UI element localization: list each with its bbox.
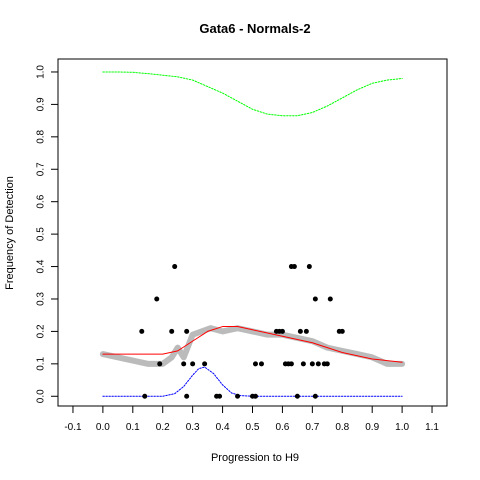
data-point <box>297 328 303 334</box>
x-tick-label-12: 1.1 <box>425 422 439 433</box>
y-tick-label-1: 0.1 <box>36 356 47 370</box>
y-tick-label-2: 0.2 <box>36 324 47 338</box>
series-lower-line <box>102 366 403 397</box>
data-point <box>309 361 315 367</box>
data-point <box>315 361 321 367</box>
y-tick-label-9: 0.9 <box>36 97 47 111</box>
data-point <box>252 361 258 367</box>
x-tick-label-3: 0.2 <box>156 422 170 433</box>
x-tick-label-5: 0.4 <box>216 422 230 433</box>
data-point <box>312 393 318 399</box>
series-upper-line <box>102 71 403 117</box>
data-point <box>303 328 309 334</box>
y-tick-label-0: 0.0 <box>36 389 47 403</box>
y-tick-label-6: 0.6 <box>36 194 47 208</box>
data-point <box>324 361 330 367</box>
y-axis-label: Frequency of Detection <box>4 176 16 290</box>
data-point <box>190 361 196 367</box>
data-point <box>279 328 285 334</box>
x-tick-label-8: 0.7 <box>305 422 319 433</box>
data-point <box>154 296 160 302</box>
series-fit-line <box>102 326 403 363</box>
data-point <box>181 361 187 367</box>
series-running-mean-line <box>99 325 406 367</box>
x-tick-label-10: 0.9 <box>365 422 379 433</box>
data-point <box>169 328 175 334</box>
data-point <box>252 393 258 399</box>
chart-title: Gata6 - Normals-2 <box>199 21 310 36</box>
y-tick-label-10: 1.0 <box>36 65 47 79</box>
y-tick-label-7: 0.7 <box>36 162 47 176</box>
y-tick-label-8: 0.8 <box>36 129 47 143</box>
x-tick-label-9: 0.8 <box>335 422 349 433</box>
x-tick-label-1: 0.0 <box>96 422 110 433</box>
data-point <box>217 393 223 399</box>
points-layer <box>139 264 345 399</box>
data-point <box>235 393 241 399</box>
y-tick-label-5: 0.5 <box>36 227 47 241</box>
data-point <box>157 361 163 367</box>
data-point <box>339 328 345 334</box>
data-point <box>300 361 306 367</box>
data-point <box>184 328 190 334</box>
data-point <box>258 361 264 367</box>
y-tick-label-4: 0.4 <box>36 259 47 273</box>
data-point <box>327 296 333 302</box>
data-point <box>142 393 148 399</box>
x-tick-label-7: 0.6 <box>275 422 289 433</box>
y-tick-label-3: 0.3 <box>36 292 47 306</box>
data-point <box>288 361 294 367</box>
series-layer <box>99 71 406 397</box>
data-point <box>202 361 208 367</box>
data-point <box>306 264 312 270</box>
data-point <box>294 393 300 399</box>
x-axis: -0.1 0.0 0.1 0.2 0.3 0.4 0.5 0.6 0.7 0.8 0.9 1.0 1.1 <box>64 406 439 433</box>
x-axis-label: Progression to H9 <box>211 452 299 464</box>
data-point <box>291 264 297 270</box>
x-tick-label-4: 0.3 <box>186 422 200 433</box>
y-axis: 0.0 0.1 0.2 0.3 0.4 0.5 0.6 0.7 0.8 0.9 1.0 <box>36 65 58 403</box>
data-point <box>172 264 178 270</box>
x-tick-label-6: 0.5 <box>246 422 260 433</box>
data-point <box>184 393 190 399</box>
x-tick-label-11: 1.0 <box>395 422 409 433</box>
x-tick-label-0: -0.1 <box>64 422 82 433</box>
x-tick-label-2: 0.1 <box>126 422 140 433</box>
data-point <box>312 296 318 302</box>
data-point <box>139 328 145 334</box>
